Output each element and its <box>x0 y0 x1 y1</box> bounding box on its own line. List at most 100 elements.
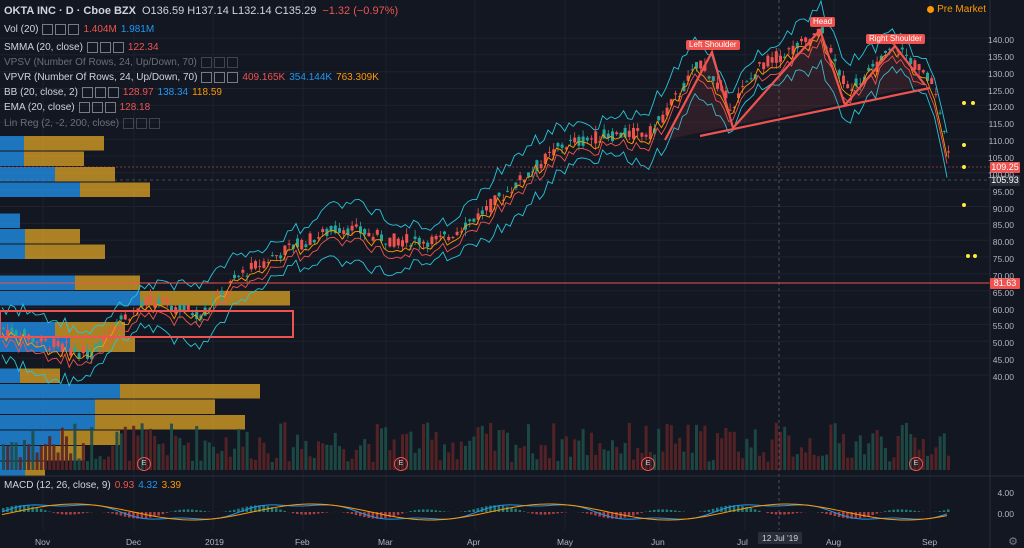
earnings-marker-2[interactable]: E <box>394 457 408 471</box>
candle-body <box>186 305 190 310</box>
macd-histogram-bar <box>308 512 312 515</box>
volume-bar <box>207 442 211 470</box>
candle-body <box>258 266 262 268</box>
gear-icon[interactable] <box>91 101 103 113</box>
macd-histogram-bar <box>800 512 803 513</box>
macd-legend[interactable]: MACD (12, 26, close, 9) 0.93 4.32 3.39 <box>4 480 181 491</box>
indicator-row-4[interactable]: BB (20, close, 2) 128.97 138.34 118.59 <box>4 85 222 99</box>
indicator-buttons[interactable] <box>78 101 116 113</box>
macd-histogram-bar <box>942 510 946 512</box>
candle-body <box>417 237 421 245</box>
vp-up-bar <box>0 291 140 306</box>
indicator-row-2[interactable]: VPSV (Number Of Rows, 24, Up/Down, 70) <box>4 55 238 69</box>
candle-body <box>413 236 417 240</box>
indicator-row-3[interactable]: VPVR (Number Of Rows, 24, Up/Down, 70) 40… <box>4 70 379 84</box>
candle-body <box>569 139 572 141</box>
candle-body <box>476 213 480 220</box>
gear-icon[interactable] <box>55 23 67 35</box>
indicator-row-0[interactable]: Vol (20) 1.404M 1.981M <box>4 22 154 36</box>
macd-histogram-bar <box>598 512 601 517</box>
earnings-marker-1[interactable]: E <box>137 457 151 471</box>
close-icon[interactable] <box>226 56 238 68</box>
macd-histogram-bar <box>774 512 778 515</box>
macd-histogram-bar <box>896 509 900 512</box>
gear-icon[interactable] <box>136 117 148 129</box>
candle-body <box>111 328 115 331</box>
indicator-name: EMA (20, close) <box>4 101 75 113</box>
indicator-buttons[interactable] <box>200 56 238 68</box>
candle-body <box>556 143 560 147</box>
macd-histogram-bar <box>842 512 845 518</box>
volume-bar <box>241 446 245 470</box>
macd-histogram-bar <box>249 505 253 512</box>
candle-body <box>69 348 73 356</box>
candle-body <box>669 99 673 106</box>
eye-icon[interactable] <box>78 101 90 113</box>
volume-bar <box>522 446 526 470</box>
indicator-row-6[interactable]: Lin Reg (2, -2, 200, close) <box>4 116 161 130</box>
candle-body <box>577 136 581 146</box>
volume-bar <box>48 436 52 470</box>
premarket-badge[interactable]: Pre Market <box>927 4 986 15</box>
eye-icon[interactable] <box>86 41 98 53</box>
head-shoulders-pattern[interactable] <box>664 27 931 141</box>
candle-body <box>48 349 52 351</box>
candle-body <box>207 308 211 310</box>
gear-icon[interactable] <box>99 41 111 53</box>
close-icon[interactable] <box>227 71 239 83</box>
highlight-box[interactable] <box>0 310 294 338</box>
volume-bar <box>472 436 476 470</box>
volume-bar <box>606 450 610 470</box>
earnings-marker-4[interactable]: E <box>909 457 923 471</box>
indicator-buttons[interactable] <box>42 23 80 35</box>
candle-body <box>707 76 711 79</box>
indicator-buttons[interactable] <box>81 86 119 98</box>
eye-icon[interactable] <box>200 56 212 68</box>
gear-icon[interactable] <box>213 56 225 68</box>
indicator-row-1[interactable]: SMMA (20, close) 122.34 <box>4 40 159 54</box>
volume-bar <box>720 438 724 470</box>
candle-body <box>472 218 476 222</box>
eye-icon[interactable] <box>123 117 135 129</box>
close-icon[interactable] <box>104 101 116 113</box>
volume-bar <box>842 434 845 470</box>
macd-histogram-bar <box>233 509 236 512</box>
close-icon[interactable] <box>107 86 119 98</box>
indicator-buttons[interactable] <box>123 117 161 129</box>
earnings-marker-3[interactable]: E <box>641 457 655 471</box>
candle-body <box>779 55 782 62</box>
indicator-buttons[interactable] <box>86 41 124 53</box>
close-icon[interactable] <box>112 41 124 53</box>
volume-bar <box>497 430 501 470</box>
volume-bar <box>577 440 581 470</box>
candle-body <box>333 225 337 233</box>
close-icon[interactable] <box>68 23 80 35</box>
indicator-value: 1.981M <box>120 23 155 35</box>
volume-bar <box>674 443 677 470</box>
volume-bar <box>413 452 417 470</box>
volume-bar <box>867 443 871 470</box>
macd-histogram-bar <box>548 512 551 515</box>
candle-body <box>384 243 388 245</box>
indicator-buttons[interactable] <box>201 71 239 83</box>
macd-histogram-bar <box>669 509 673 512</box>
indicator-row-5[interactable]: EMA (20, close) 128.18 <box>4 100 150 114</box>
volume-bar <box>774 422 778 470</box>
close-icon[interactable] <box>149 117 161 129</box>
volume-bar <box>871 433 875 470</box>
symbol-title[interactable]: OKTA INC · D · Cboe BZX <box>4 5 136 17</box>
macd-histogram-bar <box>749 508 753 512</box>
candle-body <box>241 269 245 273</box>
volume-bar <box>921 438 925 470</box>
y-axis-label: 75.00 <box>992 254 1014 265</box>
candle-body <box>98 341 102 349</box>
volume-bar <box>539 444 543 470</box>
eye-icon[interactable] <box>42 23 54 35</box>
eye-icon[interactable] <box>81 86 93 98</box>
eye-icon[interactable] <box>201 71 213 83</box>
settings-gear-icon[interactable]: ⚙ <box>1008 536 1018 548</box>
candle-body <box>459 231 463 233</box>
gear-icon[interactable] <box>94 86 106 98</box>
gear-icon[interactable] <box>214 71 226 83</box>
